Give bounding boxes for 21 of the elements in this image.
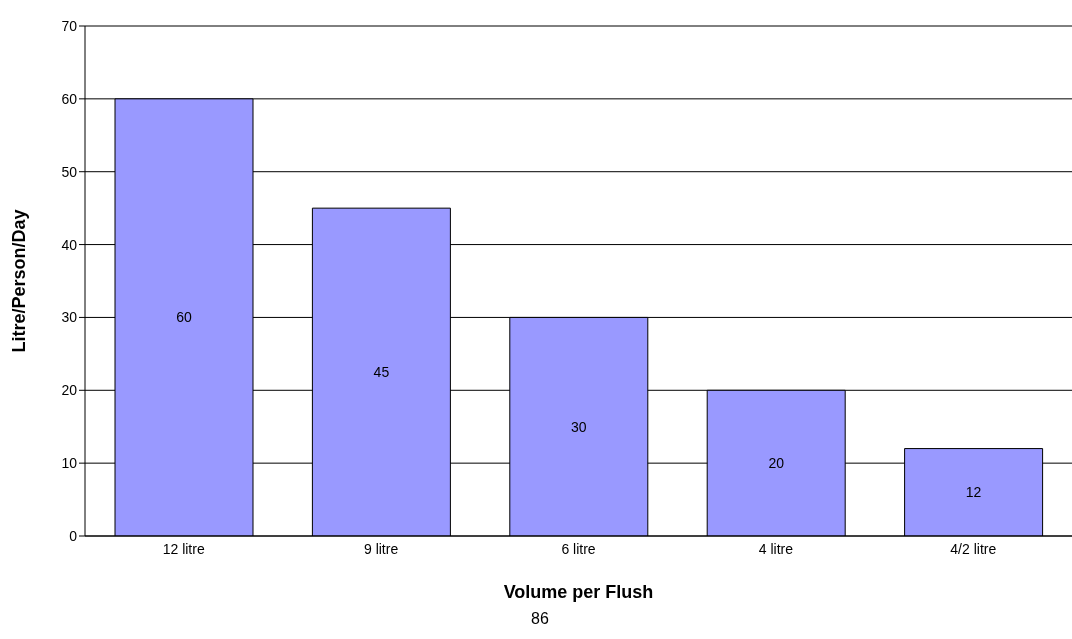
- data-label: 20: [768, 455, 785, 472]
- x-tick-label: 9 litre: [363, 540, 399, 557]
- x-tick-label: 4 litre: [758, 540, 794, 557]
- text: 86: [531, 610, 549, 627]
- data-label: 30: [571, 418, 587, 435]
- x-tick-label: 6 litre: [561, 540, 596, 557]
- data-label: 60: [176, 309, 192, 326]
- y-tick-label: 20: [61, 382, 78, 399]
- data-label: 45: [373, 364, 390, 381]
- x-tick-label: 12 litre: [162, 540, 205, 557]
- y-tick-label: 0: [69, 527, 78, 544]
- y-tick-label: 50: [61, 163, 78, 180]
- data-label: 12: [965, 484, 982, 501]
- y-tick-label: 70: [61, 17, 78, 34]
- y-tick-label: 30: [61, 309, 78, 326]
- y-tick-label: 60: [61, 90, 78, 107]
- y-axis-title: Litre/Person/Day: [9, 209, 30, 353]
- y-tick-label: 40: [61, 236, 78, 253]
- y-tick-label: 10: [61, 455, 78, 472]
- x-axis-title: Volume per Flush: [503, 582, 654, 602]
- x-tick-label: 4/2 litre: [950, 540, 997, 557]
